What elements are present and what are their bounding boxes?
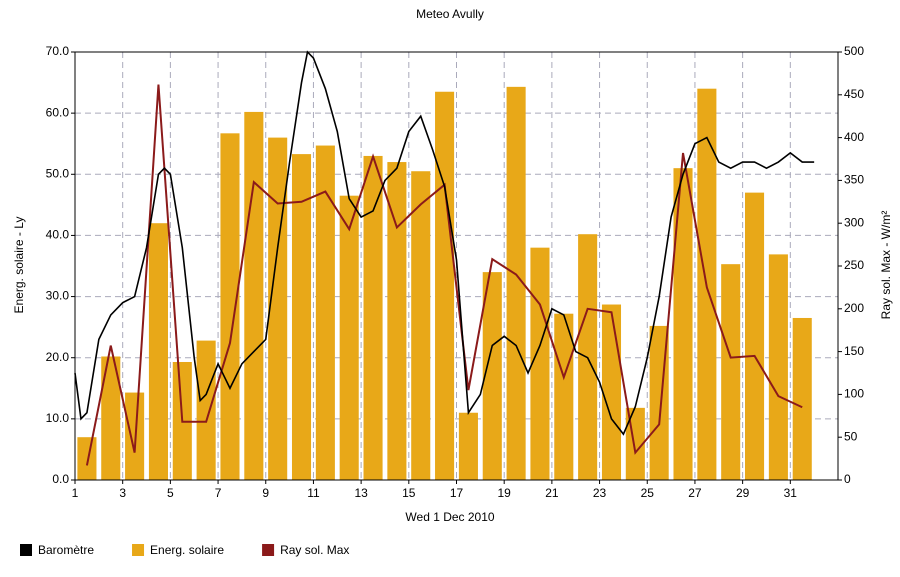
bar	[315, 145, 335, 480]
y-axis-label: Energ. solaire - Ly	[12, 217, 26, 314]
bar	[435, 91, 455, 480]
bar	[220, 133, 240, 480]
bar	[291, 154, 312, 480]
bar	[673, 168, 693, 480]
x-tick-label: 11	[307, 486, 320, 500]
bar	[363, 155, 383, 480]
bar	[792, 317, 812, 480]
x-tick-label: 17	[450, 486, 464, 500]
bar	[101, 356, 121, 480]
y2-tick-label: 350	[844, 173, 864, 187]
x-tick-label: 5	[167, 486, 174, 500]
x-tick-label: 9	[262, 486, 269, 500]
x-tick-label: 27	[688, 486, 702, 500]
legend-swatch	[132, 544, 145, 556]
y-tick-label: 60.0	[46, 105, 70, 119]
bar	[196, 340, 216, 480]
y-tick-label: 50.0	[46, 166, 70, 180]
y-tick-label: 10.0	[46, 411, 70, 425]
bar	[530, 247, 550, 480]
bar	[768, 254, 788, 480]
y-tick-label: 30.0	[46, 289, 70, 303]
bar	[125, 392, 145, 480]
x-tick-label: 25	[641, 486, 655, 500]
bar	[554, 313, 574, 480]
x-tick-label: 13	[354, 486, 368, 500]
bar	[387, 162, 407, 481]
bar	[148, 223, 168, 480]
legend-label: Ray sol. Max	[280, 543, 349, 557]
legend-label: Baromètre	[38, 543, 94, 557]
bar	[411, 171, 431, 480]
bar	[268, 137, 288, 480]
x-axis-label: Wed 1 Dec 2010	[405, 510, 494, 524]
x-tick-label: 23	[593, 486, 607, 500]
x-tick-label: 15	[402, 486, 416, 500]
y2-tick-label: 400	[844, 130, 864, 144]
y2-axis-label: Ray sol. Max - W/m²	[879, 211, 893, 320]
x-tick-label: 3	[119, 486, 126, 500]
bar	[244, 111, 264, 481]
x-tick-label: 21	[545, 486, 559, 500]
x-tick-label: 31	[784, 486, 798, 500]
bar	[745, 192, 765, 480]
x-tick-label: 29	[736, 486, 750, 500]
bar	[721, 264, 741, 480]
y-tick-label: 70.0	[46, 44, 70, 58]
bar	[458, 412, 478, 480]
line	[74, 50, 815, 436]
y2-tick-label: 150	[844, 344, 864, 358]
y2-tick-label: 100	[844, 387, 864, 401]
bar	[482, 272, 502, 480]
y2-tick-label: 50	[844, 429, 858, 443]
y2-tick-label: 0	[844, 472, 851, 486]
legend-swatch	[20, 544, 32, 556]
x-tick-label: 7	[215, 486, 222, 500]
legend-label: Energ. solaire	[150, 543, 224, 557]
plot-frame	[74, 51, 839, 481]
y-tick-label: 20.0	[46, 350, 70, 364]
bar	[601, 304, 622, 480]
y2-tick-label: 200	[844, 301, 864, 315]
y-tick-label: 40.0	[46, 228, 70, 242]
y2-tick-label: 500	[844, 44, 864, 58]
x-tick-label: 1	[72, 486, 79, 500]
chart-title: Meteo Avully	[416, 7, 484, 21]
y2-tick-label: 250	[844, 258, 864, 272]
bar	[77, 437, 97, 480]
bar	[339, 195, 359, 480]
x-tick-label: 19	[498, 486, 512, 500]
y-tick-label: 0.0	[52, 472, 69, 486]
bar	[506, 86, 526, 480]
y2-tick-label: 300	[844, 215, 864, 229]
y2-tick-label: 450	[844, 87, 864, 101]
legend-swatch	[262, 544, 275, 556]
